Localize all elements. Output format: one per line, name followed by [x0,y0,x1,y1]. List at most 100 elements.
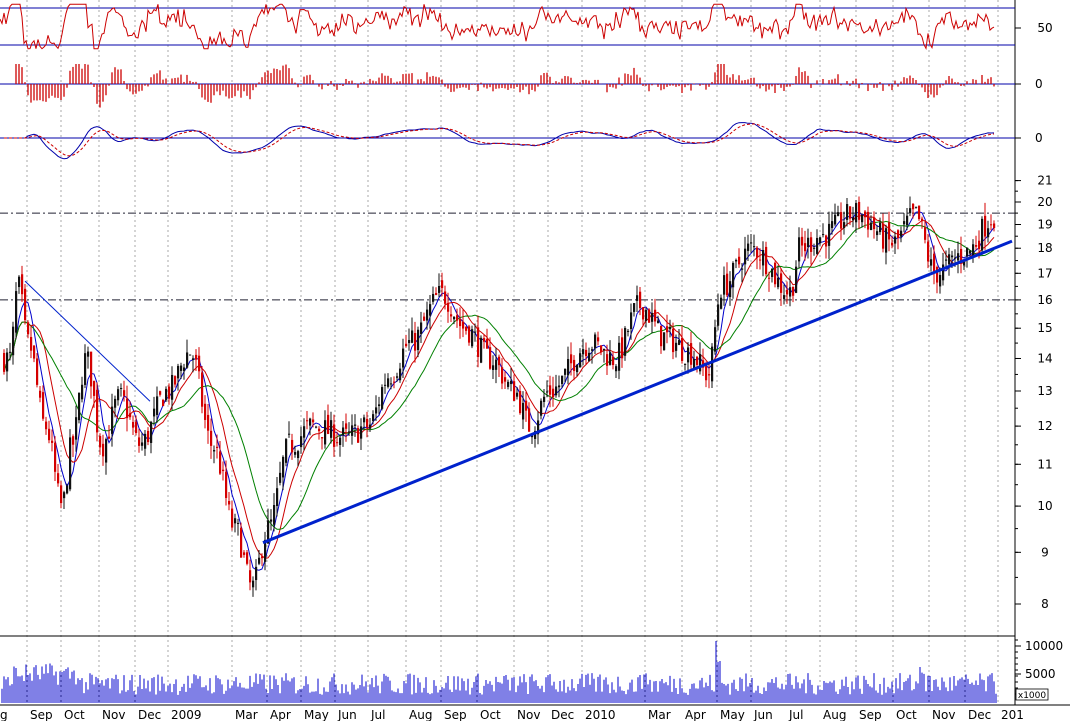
candle-body [867,211,870,230]
candle [879,217,882,235]
candle [663,332,666,351]
candle-body [492,365,495,370]
candle [921,216,924,229]
candle [564,368,567,383]
candle [105,437,108,475]
candle [381,384,384,411]
candle [729,271,732,306]
candle [60,481,63,509]
candle-body [336,442,339,444]
price-tick-label: 8 [1041,597,1049,611]
candle [948,247,951,276]
candle-body [645,309,648,321]
candle-body [672,328,675,353]
candle [258,549,261,566]
candle [315,425,318,429]
time-label: Mar [648,708,671,721]
candle [888,211,891,252]
candle [456,308,459,328]
candle-body [678,340,681,345]
candle [255,559,258,591]
candle-body [699,354,702,372]
candle-body [861,214,864,223]
candle [312,412,315,428]
candle [735,258,738,269]
candle-body [567,359,570,376]
candle-body [162,399,165,407]
candle [159,390,162,397]
time-label: Jun [753,708,773,721]
candle [813,243,816,256]
candle-body [177,365,180,379]
price-tick-label: 15 [1037,321,1052,335]
candle [489,337,492,370]
candle-body [918,205,921,220]
candle [297,449,300,467]
candle [318,426,321,440]
candle-body [570,354,573,364]
candle-body [189,354,192,356]
early-resistance-trendline [24,280,151,402]
candle [717,293,720,331]
candle [957,241,960,274]
candle [375,395,378,422]
candle [291,433,294,460]
candle-body [141,442,144,446]
candle [708,363,711,389]
candle [876,225,879,241]
candle-body [978,240,981,250]
candle-body [927,241,930,262]
time-label: Aug [823,708,846,721]
candle [603,348,606,363]
candle [273,493,276,532]
candle [588,347,591,362]
candle [573,355,576,381]
candle [618,336,621,380]
candle-body [879,222,882,233]
candle [519,385,522,415]
candle [801,227,804,257]
candle [360,418,363,451]
candle [438,273,441,297]
candle [453,316,456,325]
candle [483,334,486,349]
candle [402,338,405,378]
candle [477,315,480,368]
candle [3,349,6,375]
candle-body [39,390,42,398]
price-tick-label: 14 [1037,351,1052,365]
candle [36,352,39,388]
candle [339,434,342,457]
candle [12,321,15,365]
candle-body [798,237,801,262]
price-tick-label: 10 [1037,499,1052,513]
candle [726,262,729,297]
candle-body [465,326,468,331]
candle-body [291,439,294,453]
candle-body [3,352,6,372]
candle-body [837,212,840,216]
candle [153,396,156,426]
candle [354,414,357,437]
candle-body [483,338,486,342]
candle-body [591,349,594,351]
candle [369,418,372,432]
candle-body [81,384,84,400]
candle [96,382,99,442]
candle-body [318,428,321,432]
candle [792,286,795,303]
candle [117,386,120,406]
candle-body [90,351,93,387]
candle-body [543,396,546,402]
time-label: 201 [1001,708,1024,721]
candle-body [573,359,576,371]
candle [798,227,801,269]
macd-tick-label: 0 [1035,131,1043,145]
candle [132,415,135,436]
candle-body [333,424,336,447]
candle-body [828,223,831,246]
candle-body [234,518,237,524]
candle-body [360,426,363,439]
candle-body [21,274,24,295]
